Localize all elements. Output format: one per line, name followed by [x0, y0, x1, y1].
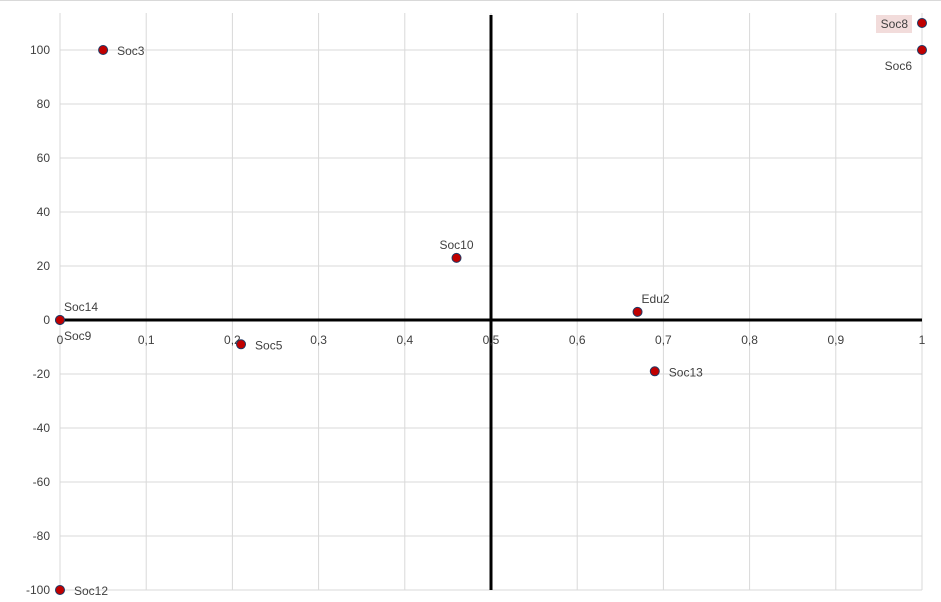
point-label: Soc5	[255, 338, 283, 352]
x-tick-label: 0,5	[483, 333, 500, 347]
y-tick-label: -40	[33, 421, 51, 435]
point-label: Soc13	[669, 365, 703, 379]
data-point	[917, 18, 927, 28]
point-label: Soc10	[440, 238, 474, 252]
data-point	[917, 45, 927, 55]
y-tick-label: 100	[30, 43, 50, 57]
x-tick-label: 0,3	[310, 333, 327, 347]
x-tick-label: 1	[919, 333, 926, 347]
point-label: Soc3	[117, 44, 145, 58]
data-point	[649, 366, 660, 377]
x-tick-label: 0,7	[655, 333, 672, 347]
x-tick-label: 0,9	[827, 333, 844, 347]
y-tick-label: 80	[37, 97, 51, 111]
point-label: Edu2	[642, 292, 670, 306]
data-point	[632, 306, 643, 317]
data-point	[236, 339, 247, 350]
label-highlight	[876, 15, 912, 33]
x-tick-label: 0,4	[396, 333, 413, 347]
quadrant-axes	[60, 15, 922, 590]
x-tick-label: 0,6	[569, 333, 586, 347]
data-point	[55, 315, 65, 325]
y-tick-label: 40	[37, 205, 51, 219]
point-label: Soc9	[64, 329, 92, 343]
data-point	[451, 252, 462, 263]
y-tick-label: 60	[37, 151, 51, 165]
y-tick-label: -20	[33, 367, 51, 381]
point-label: Soc6	[885, 59, 913, 73]
x-tick-label: 0,1	[138, 333, 155, 347]
y-tick-label: 0	[43, 313, 50, 327]
y-tick-label: -100	[26, 583, 50, 597]
point-label: Soc14	[64, 300, 98, 314]
y-tick-label: -60	[33, 475, 51, 489]
x-tick-label: 0,8	[741, 333, 758, 347]
data-point	[98, 45, 109, 55]
point-label: Soc8	[881, 17, 909, 31]
point-label: Soc12	[74, 584, 108, 598]
y-tick-label: 20	[37, 259, 51, 273]
y-tick-label: -80	[33, 529, 51, 543]
data-point	[55, 585, 65, 595]
tick-labels: 0 0,1 0,2 0,3 0,4 0,5 0,6 0,7 0,8 0,9 110080604020…	[26, 43, 926, 597]
x-tick-label: 0	[57, 333, 64, 347]
data-points: Soc3 Soc8 Soc6 Soc10 Soc14 Soc9 Soc5 Edu2 Soc13 S…	[55, 15, 927, 598]
